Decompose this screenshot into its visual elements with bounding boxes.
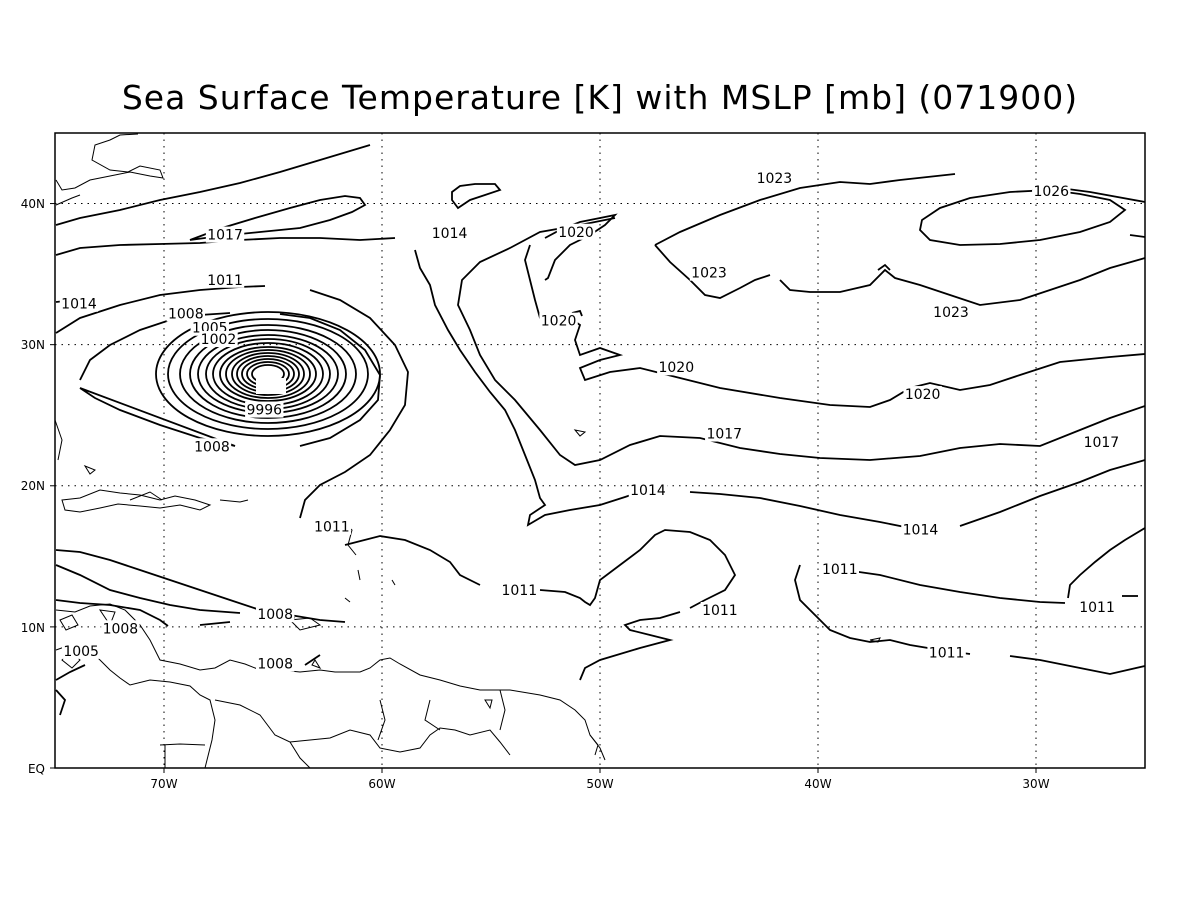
lat-axis: 40N 30N 20N 10N EQ [21,197,45,776]
contour-label-bg [166,305,205,322]
contour-label-bg [61,642,101,659]
contour-label-bg [539,312,578,329]
lat-tick-label: EQ [28,762,45,776]
contour-label-bg [903,386,942,403]
contour-label: 1002 [201,332,237,348]
lat-tick-label: 10N [21,621,45,635]
contour-label-bg [1082,434,1121,451]
contour-label: 1011 [207,273,243,289]
contour-label: 1014 [432,226,468,242]
contour-label-bg [101,620,140,637]
contour-label: 1026 [1033,184,1069,200]
contour-label: 1017 [207,228,243,244]
contour-label: 1011 [1079,600,1115,616]
contour-label: 1020 [558,225,594,241]
contour-label: 1008 [103,621,139,637]
contour-label: 1008 [257,607,293,623]
mslp-contours [55,144,1146,716]
contour-label: 1008 [257,657,293,673]
contour-label-bg [1077,599,1117,616]
contour-label-bg [430,225,469,242]
lat-tick-label: 40N [21,197,45,211]
contour-label: 1011 [822,562,858,578]
contour-label-bg [689,264,729,281]
contour-label: 1014 [61,297,97,313]
contour-label: 1020 [905,387,941,403]
lat-tick-label: 20N [21,479,45,493]
contour-label-bg [500,582,539,599]
contour-label: 1017 [706,427,742,443]
contour-label: 1023 [933,305,969,321]
contour-label: 1011 [502,583,538,599]
contour-label: 1023 [691,266,727,282]
contour-label-bg [59,295,99,312]
contour-label-bg [628,482,668,499]
contour-labels: 1026 1023 1023 1023 1020 1020 1020 1020 1017 1017… [59,170,1121,673]
contour-label: 1011 [702,603,738,619]
page-title: Sea Surface Temperature [K] with MSLP [m… [121,78,1079,117]
contour-label-bg [927,644,966,661]
contour-label-bg [657,359,696,376]
contour-label-bg [700,601,740,618]
lon-axis: 70W 60W 50W 40W 30W [150,777,1049,791]
contour-label: 9996 [246,403,282,419]
lon-tick-label: 30W [1022,777,1049,791]
lon-tick-label: 70W [150,777,177,791]
contour-label: 1011 [314,520,350,536]
contour-label: 1008 [168,307,204,323]
contour-label-bg [1032,182,1071,199]
lat-tick-label: 30N [21,338,45,352]
contour-label: 1014 [630,483,666,499]
contour-label-bg [820,561,859,578]
contour-label: 1020 [658,360,694,376]
contour-label: 1020 [541,314,577,330]
contour-label: 1011 [929,645,965,661]
contour-label-bg [705,425,744,442]
lon-tick-label: 40W [804,777,831,791]
contour-label-bg [901,521,940,538]
axis-ticks [50,203,1037,773]
contour-label: 1005 [63,644,99,660]
contour-label: 1008 [194,439,230,455]
contour-label-bg [245,401,284,418]
contour-label: 1014 [903,523,939,539]
contour-label-bg [192,438,232,455]
contour-label-bg [255,606,295,623]
contour-label-bg [931,304,971,321]
contour-label: 1023 [757,171,793,187]
contour-label-bg [205,226,245,243]
contour-label-bg [255,655,295,672]
contour-label-bg [199,331,238,348]
contour-label-bg [205,271,245,288]
lon-tick-label: 60W [368,777,395,791]
contour-label: 1017 [1084,435,1120,451]
contour-label-bg [312,518,352,535]
contour-label-bg [755,170,794,187]
lon-tick-label: 50W [586,777,613,791]
contour-label-bg [556,223,596,240]
